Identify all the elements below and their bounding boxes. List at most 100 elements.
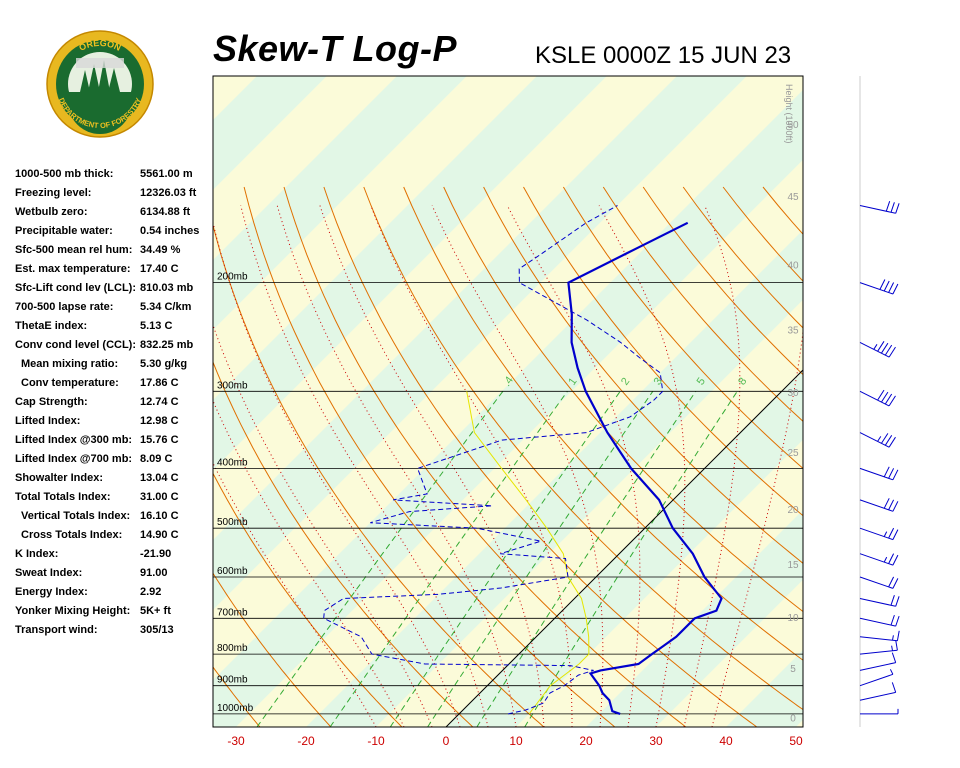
index-label: K Index:	[15, 548, 59, 560]
index-label: Lifted Index @700 mb:	[15, 453, 133, 465]
index-value: 12.74 C	[140, 396, 179, 408]
isotherm-band	[213, 76, 803, 680]
index-label: Mean mixing ratio:	[21, 358, 119, 370]
index-label: Sweat Index:	[15, 567, 83, 579]
dry-adiabat	[802, 186, 803, 188]
wind-barb	[859, 279, 899, 295]
index-label: Lifted Index @300 mb:	[15, 434, 133, 446]
index-row: Lifted Index @700 mb: 8.09 C	[15, 453, 215, 472]
index-value: 810.03 mb	[140, 282, 194, 294]
x-tick-label: 0	[443, 734, 450, 748]
index-value: 305/13	[140, 624, 174, 636]
pressure-label: 900mb	[217, 675, 248, 686]
index-value: 5.30 g/kg	[140, 358, 188, 370]
index-label: Sfc-500 mean rel hum:	[15, 244, 133, 256]
index-value: 91.00	[140, 567, 168, 579]
plot-area	[213, 76, 803, 727]
x-tick-label: 30	[649, 734, 663, 748]
x-tick-label: 10	[509, 734, 523, 748]
index-row: Conv temperature: 17.86 C	[15, 377, 215, 396]
temperature-profile	[567, 221, 723, 715]
isotherm-band	[306, 230, 803, 727]
index-row: Sfc-Lift cond lev (LCL): 810.03 mb	[15, 282, 215, 301]
index-row: Showalter Index: 13.04 C	[15, 472, 215, 491]
station-time-label: KSLE 0000Z 15 JUN 23	[535, 42, 792, 69]
index-label: ThetaE index:	[15, 320, 88, 332]
index-label: Freezing level:	[15, 187, 92, 199]
isotherm-band	[726, 650, 803, 727]
index-row: Precipitable water: 0.54 inches	[15, 225, 215, 244]
index-row: Cap Strength: 12.74 C	[15, 396, 215, 415]
index-label: Conv cond level (CCL):	[15, 339, 137, 351]
pressure-label: 400mb	[217, 457, 248, 468]
index-row: Sweat Index: 91.00	[15, 567, 215, 586]
pressure-label: 1000mb	[217, 703, 254, 714]
x-tick-label: 20	[579, 734, 593, 748]
index-value: 5.34 C/km	[140, 301, 192, 313]
index-row: 1000-500 mb thick: 5561.00 m	[15, 168, 215, 187]
index-value: 5K+ ft	[140, 605, 171, 617]
height-tick-label: 0	[790, 714, 796, 725]
height-tick-label: 25	[787, 448, 799, 459]
pressure-label: 700mb	[217, 607, 248, 618]
oregon-forestry-logo: OREGON DEPARTMENT OF FORESTRY	[46, 30, 154, 138]
index-row: Cross Totals Index: 14.90 C	[15, 529, 215, 548]
wind-barb	[859, 682, 897, 701]
height-tick-label: 40	[787, 260, 799, 271]
index-label: Conv temperature:	[21, 377, 119, 389]
index-label: 1000-500 mb thick:	[15, 168, 114, 180]
x-tick-label: -10	[367, 734, 385, 748]
index-label: Est. max temperature:	[15, 263, 131, 275]
wind-barb	[859, 595, 900, 607]
dry-adiabat	[213, 572, 332, 727]
index-value: 2.92	[140, 586, 162, 598]
wind-barb	[859, 553, 899, 566]
index-label: Showalter Index:	[15, 472, 104, 484]
index-label: Energy Index:	[15, 586, 88, 598]
index-value: 16.10 C	[140, 510, 179, 522]
index-row: Sfc-500 mean rel hum: 34.49 %	[15, 244, 215, 263]
dewpoint-profile	[323, 205, 664, 715]
mixing-ratio-line	[329, 391, 568, 727]
index-value: 5.13 C	[140, 320, 173, 332]
height-tick-label: 50	[787, 120, 799, 131]
isotherm-band	[796, 720, 803, 727]
index-row: 700-500 lapse rate: 5.34 C/km	[15, 301, 215, 320]
wind-barb	[859, 498, 899, 512]
wind-barb	[859, 527, 899, 541]
index-row: Est. max temperature: 17.40 C	[15, 263, 215, 282]
wind-barb	[859, 630, 900, 642]
index-value: 14.90 C	[140, 529, 179, 541]
index-value: 15.76 C	[140, 434, 179, 446]
index-row: Wetbulb zero: 6134.88 ft	[15, 206, 215, 225]
height-tick-label: 45	[787, 192, 799, 203]
pressure-label: 200mb	[217, 272, 248, 283]
x-tick-label: -30	[227, 734, 245, 748]
wind-barb	[859, 389, 896, 407]
index-label: Total Totals Index:	[15, 491, 111, 503]
wind-barb	[860, 708, 899, 715]
wind-barb	[859, 576, 899, 589]
mixing-ratio-label: 8	[736, 376, 749, 388]
index-label: Precipitable water:	[15, 225, 113, 237]
height-tick-label: 35	[787, 326, 799, 337]
height-axis-label: Height (1000ft)	[784, 84, 794, 144]
index-value: 8.09 C	[140, 453, 173, 465]
index-label: Transport wind:	[15, 624, 98, 636]
index-value: 17.86 C	[140, 377, 179, 389]
wind-barb	[859, 669, 894, 687]
index-label: Vertical Totals Index:	[21, 510, 131, 522]
index-value: 832.25 mb	[140, 339, 194, 351]
stability-indices-panel: 1000-500 mb thick: 5561.00 m Freezing leve…	[15, 168, 215, 643]
index-row: Lifted Index @300 mb: 15.76 C	[15, 434, 215, 453]
index-row: Mean mixing ratio: 5.30 g/kg	[15, 358, 215, 377]
index-row: Energy Index: 2.92	[15, 586, 215, 605]
index-value: 6134.88 ft	[140, 206, 191, 218]
mixing-ratio-line	[427, 391, 654, 727]
wind-barb	[859, 432, 896, 448]
isotherm-band	[656, 580, 803, 727]
mixing-ratio-label: 1	[566, 376, 579, 388]
index-row: Transport wind: 305/13	[15, 624, 215, 643]
index-row: Total Totals Index: 31.00 C	[15, 491, 215, 510]
